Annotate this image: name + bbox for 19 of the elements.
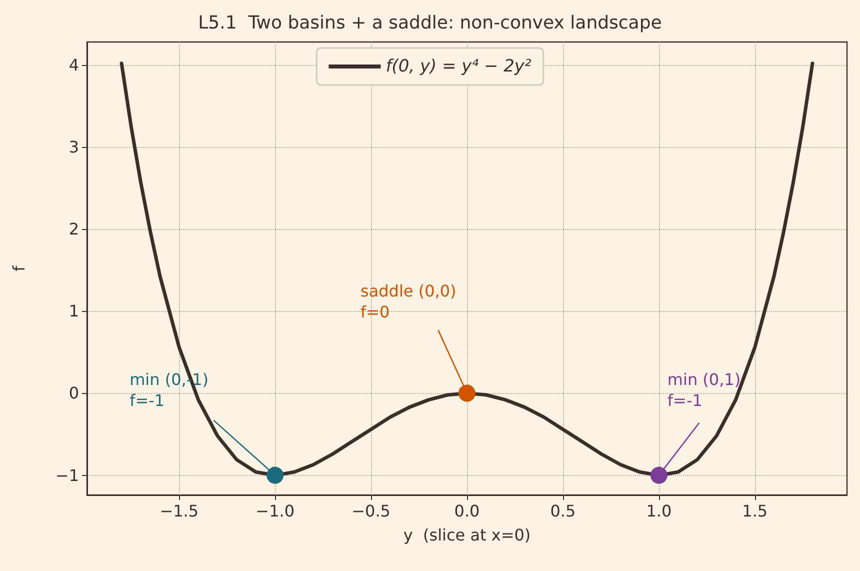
- y-tick-label: −1: [55, 466, 79, 485]
- y-tick-label: 3: [68, 138, 79, 157]
- x-tick-label: 0.0: [454, 502, 480, 520]
- x-axis-title: y (slice at x=0): [403, 526, 531, 544]
- x-tick-label: −1.5: [160, 502, 199, 520]
- x-tick-label: −1.0: [256, 502, 295, 520]
- chart-title: L5.1 Two basins + a saddle: non-convex landscape: [198, 12, 662, 34]
- y-axis-title: f: [10, 265, 28, 272]
- y-tick-label: 1: [68, 302, 79, 321]
- x-tick-label: 0.5: [550, 502, 576, 520]
- y-tick-label: 0: [68, 384, 79, 403]
- annotation: saddle (0,0) f=0: [360, 282, 456, 322]
- x-tick-label: 1.0: [646, 502, 672, 520]
- y-tick-label: 2: [68, 220, 79, 239]
- x-tick-label: 1.5: [742, 502, 768, 520]
- legend-label: f(0, y) = y⁴ − 2y²: [386, 56, 532, 76]
- annotation: min (0,1) f=-1: [667, 370, 741, 410]
- y-tick-label: 4: [68, 55, 79, 74]
- x-tick-label: −0.5: [352, 502, 390, 520]
